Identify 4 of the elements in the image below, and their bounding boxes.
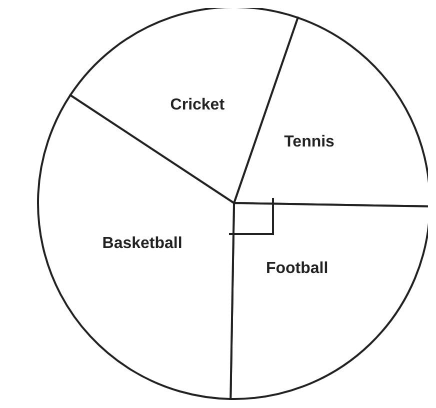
slice-label: Cricket	[170, 96, 226, 114]
slice-label: Basketball	[102, 235, 182, 252]
slice-label: Tennis	[284, 133, 335, 150]
slice-label: Football	[266, 260, 328, 277]
